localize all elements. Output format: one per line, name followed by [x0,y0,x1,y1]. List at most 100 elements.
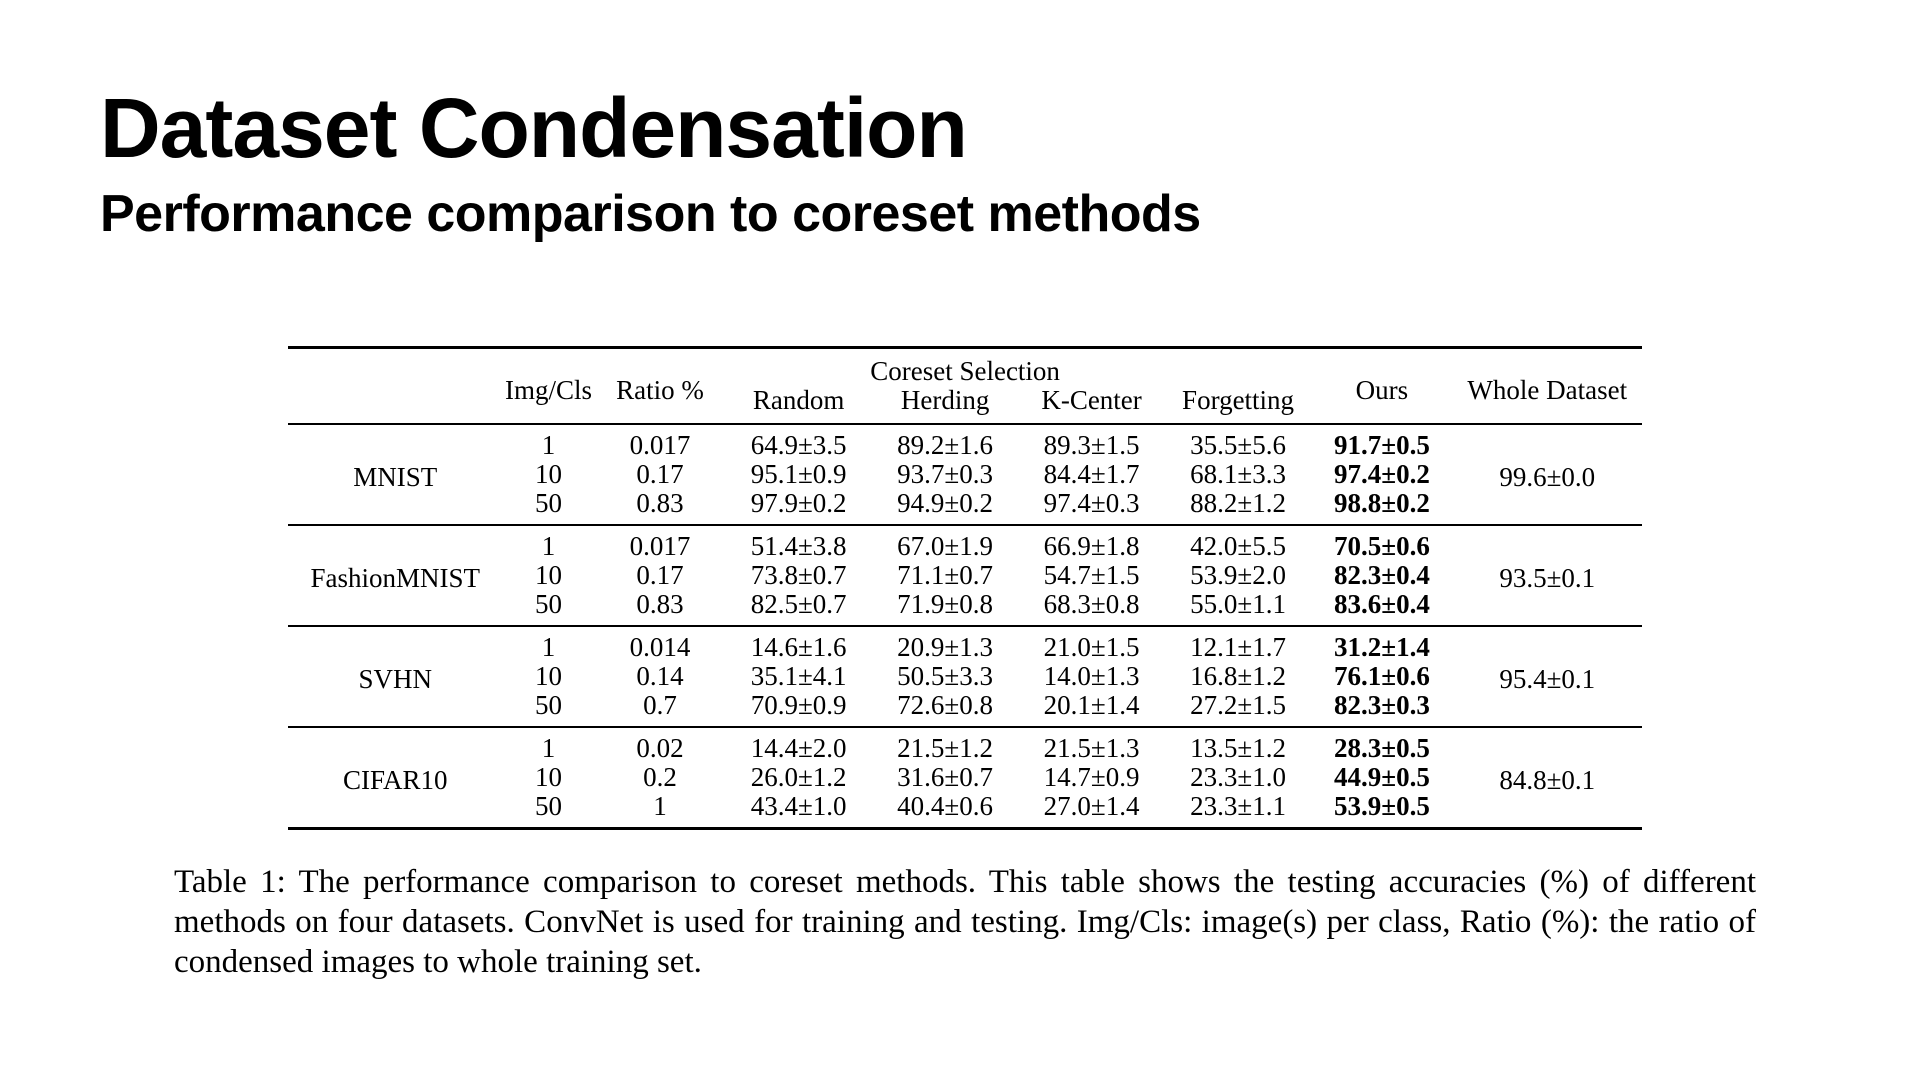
cell-herding: 40.4±0.6 [897,791,993,821]
table-group-fashionmnist: FashionMNIST 1 0.017 51.4±3.8 67.0±1.9 6… [288,525,1642,626]
cell-kcenter: 14.7±0.9 [1043,762,1140,792]
cell-ours: 82.3±0.3 [1334,690,1430,720]
cell-ratio: 0.17 [636,459,684,489]
cell-herding: 67.0±1.9 [897,531,993,561]
cell-random: 35.1±4.1 [750,661,847,691]
cell-herding: 71.9±0.8 [897,589,993,619]
cell-kcenter: 14.0±1.3 [1043,661,1140,691]
cell-forgetting: 27.2±1.5 [1190,690,1286,720]
cell-ratio: 0.2 [643,762,677,792]
cell-random: 51.4±3.8 [750,531,847,561]
cell-ratio: 0.014 [629,632,691,662]
cell-ratio: 0.17 [636,560,684,590]
results-table-container: Img/Cls Ratio % Coreset Selection Ours W… [288,346,1642,830]
cell-ours: 44.9±0.5 [1334,762,1430,792]
table-group-svhn: SVHN 1 0.014 14.6±1.6 20.9±1.3 21.0±1.5 … [288,626,1642,727]
dataset-name: CIFAR10 [342,765,448,795]
table-caption: Table 1: The performance comparison to c… [174,864,1756,980]
cell-ratio: 0.017 [629,430,691,460]
table-row: FashionMNIST 1 0.017 51.4±3.8 67.0±1.9 6… [288,525,1642,593]
table-row: 50 0.83 82.5±0.7 71.9±0.8 68.3±0.8 55.0±… [288,590,1642,626]
cell-random: 97.9±0.2 [750,488,847,518]
cell-ipc: 10 [535,459,563,489]
cell-herding: 20.9±1.3 [897,632,993,662]
cell-forgetting: 12.1±1.7 [1190,632,1286,662]
header-coreset-selection: Coreset Selection [870,356,1060,386]
dataset-name: MNIST [353,462,438,492]
results-table: Img/Cls Ratio % Coreset Selection Ours W… [288,346,1642,830]
cell-herding: 89.2±1.6 [897,430,993,460]
cell-ipc: 1 [541,632,556,662]
table-group-cifar10: CIFAR10 1 0.02 14.4±2.0 21.5±1.2 21.5±1.… [288,727,1642,829]
cell-forgetting: 16.8±1.2 [1190,661,1286,691]
cell-kcenter: 97.4±0.3 [1043,488,1140,518]
table-group-mnist: MNIST 1 0.017 64.9±3.5 89.2±1.6 89.3±1.5… [288,424,1642,525]
cell-random: 73.8±0.7 [750,560,847,590]
cell-herding: 71.1±0.7 [897,560,993,590]
header-random: Random [752,385,845,415]
cell-ratio: 0.83 [636,589,684,619]
cell-ipc: 10 [535,762,563,792]
cell-forgetting: 35.5±5.6 [1190,430,1286,460]
table-row: 50 1 43.4±1.0 40.4±0.6 27.0±1.4 23.3±1.1… [288,792,1642,829]
cell-ipc: 50 [535,791,563,821]
cell-random: 82.5±0.7 [750,589,847,619]
cell-ipc: 50 [535,589,563,619]
cell-ipc: 10 [535,661,563,691]
cell-ours: 28.3±0.5 [1334,733,1430,763]
cell-ipc: 1 [541,733,556,763]
cell-random: 14.6±1.6 [750,632,847,662]
header-kcenter: K-Center [1041,385,1142,415]
table-row: SVHN 1 0.014 14.6±1.6 20.9±1.3 21.0±1.5 … [288,626,1642,694]
slide-subtitle: Performance comparison to coreset method… [100,185,1201,243]
cell-ipc: 1 [541,430,556,460]
cell-kcenter: 21.0±1.5 [1043,632,1140,662]
cell-random: 70.9±0.9 [750,690,847,720]
cell-kcenter: 89.3±1.5 [1043,430,1140,460]
cell-ipc: 1 [541,531,556,561]
cell-ratio: 0.02 [636,733,684,763]
cell-forgetting: 13.5±1.2 [1190,733,1286,763]
cell-forgetting: 88.2±1.2 [1190,488,1286,518]
cell-kcenter: 66.9±1.8 [1043,531,1140,561]
cell-kcenter: 54.7±1.5 [1043,560,1140,590]
table-row: CIFAR10 1 0.02 14.4±2.0 21.5±1.2 21.5±1.… [288,727,1642,794]
header-herding: Herding [900,385,990,415]
cell-kcenter: 21.5±1.3 [1043,733,1140,763]
cell-forgetting: 53.9±2.0 [1190,560,1286,590]
cell-ipc: 50 [535,488,563,518]
header-spacer [1165,348,1311,387]
cell-random: 43.4±1.0 [750,791,847,821]
cell-random: 26.0±1.2 [750,762,847,792]
cell-forgetting: 55.0±1.1 [1190,589,1286,619]
dataset-name: SVHN [358,664,432,694]
cell-ipc: 50 [535,690,563,720]
cell-ours: 31.2±1.4 [1334,632,1430,662]
cell-ours: 97.4±0.2 [1334,459,1430,489]
cell-forgetting: 23.3±1.0 [1190,762,1286,792]
cell-ours: 91.7±0.5 [1334,430,1430,460]
cell-ratio: 0.7 [643,690,677,720]
table-header: Img/Cls Ratio % Coreset Selection Ours W… [288,347,1642,425]
table-row: 10 0.2 26.0±1.2 31.6±0.7 14.7±0.9 23.3±1… [288,763,1642,792]
header-dataset [288,348,503,425]
cell-ratio: 0.14 [636,661,684,691]
table-row: MNIST 1 0.017 64.9±3.5 89.2±1.6 89.3±1.5… [288,424,1642,492]
cell-random: 14.4±2.0 [750,733,847,763]
cell-ours: 98.8±0.2 [1334,488,1430,518]
header-whole-dataset: Whole Dataset [1467,374,1628,405]
header-ratio: Ratio % [616,374,704,405]
cell-whole-dataset: 99.6±0.0 [1499,462,1596,492]
cell-ours: 53.9±0.5 [1334,791,1430,821]
cell-whole-dataset: 93.5±0.1 [1499,563,1596,593]
cell-ours: 83.6±0.4 [1334,589,1430,619]
cell-ours: 82.3±0.4 [1334,560,1430,590]
cell-forgetting: 42.0±5.5 [1190,531,1286,561]
cell-ratio: 0.83 [636,488,684,518]
cell-forgetting: 23.3±1.1 [1190,791,1286,821]
cell-herding: 50.5±3.3 [897,661,993,691]
cell-ratio: 0.017 [629,531,691,561]
header-ours: Ours [1355,374,1409,405]
cell-ours: 70.5±0.6 [1334,531,1430,561]
cell-forgetting: 68.1±3.3 [1190,459,1286,489]
